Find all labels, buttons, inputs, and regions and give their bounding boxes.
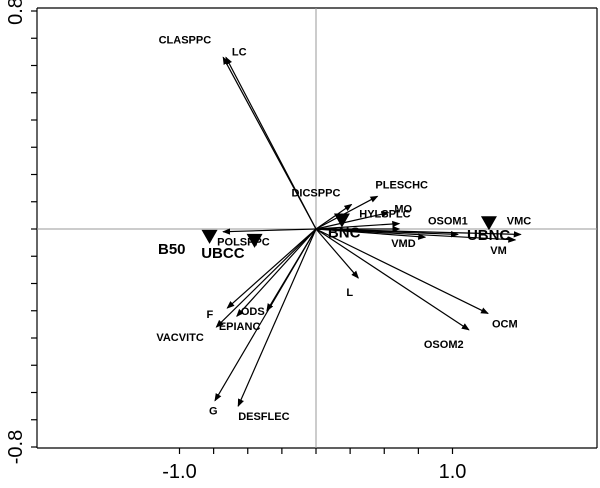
axis-tick-labels: -1.0 1.0 0.8 -0.8 — [5, 0, 466, 483]
arrow-lc — [225, 56, 317, 230]
site-marker-ubcc — [246, 233, 263, 248]
arrow-dicsppc — [315, 203, 353, 230]
label-lc: LC — [232, 46, 247, 58]
label-ods: ODS — [241, 306, 265, 318]
label-g: G — [209, 406, 218, 418]
arrow-polsppc — [222, 228, 317, 235]
variable-arrows — [214, 56, 522, 408]
arrow-ocm — [315, 228, 489, 315]
label-vacvitc: VACVITC — [156, 332, 204, 344]
site-label-b50: B50 — [158, 241, 186, 258]
y-tick-label: 0.8 — [5, 0, 27, 25]
arrow-hylsplc — [315, 220, 401, 230]
y-tick-label: -0.8 — [5, 430, 27, 464]
label-osom1: OSOM1 — [428, 215, 468, 227]
site-marker-ubnc — [480, 216, 497, 231]
site-label-bnc: BNC — [328, 224, 361, 241]
arrow-f — [226, 228, 317, 309]
arrow-vacvitc — [215, 228, 317, 328]
label-ocm: OCM — [492, 318, 518, 330]
label-epianc: EPIANC — [219, 321, 261, 333]
arrow-pleschc — [315, 195, 379, 230]
label-dicsppc: DICSPPC — [291, 187, 340, 199]
label-clasppc: CLASPPC — [159, 34, 212, 46]
plot-frame — [36, 7, 598, 449]
site-marker-b50 — [201, 229, 218, 244]
label-mo: MO — [394, 204, 412, 216]
label-f: F — [207, 309, 214, 321]
site-label-ubnc: UBNC — [467, 227, 510, 244]
arrow-vm — [315, 228, 517, 243]
arrow-osom2 — [315, 228, 470, 331]
label-osom2: OSOM2 — [424, 339, 464, 351]
label-vmd: VMD — [391, 238, 416, 250]
label-desflec: DESFLEC — [238, 411, 289, 423]
site-marker-bnc — [333, 213, 350, 228]
label-vmc: VMC — [507, 215, 532, 227]
axis-ticks — [31, 10, 454, 454]
arrow-epianc — [236, 228, 317, 317]
label-l: L — [346, 287, 353, 299]
arrow-mo — [315, 211, 390, 230]
arrow-l — [315, 228, 359, 279]
label-pleschc: PLESCHC — [375, 179, 428, 191]
arrow-g — [214, 228, 317, 402]
arrow-vmc — [315, 228, 522, 238]
x-tick-label: -1.0 — [162, 461, 196, 483]
label-hylsplc: HYLSPLC — [359, 209, 410, 221]
label-vm: VM — [490, 245, 507, 257]
site-label-ubcc: UBCC — [201, 245, 244, 262]
x-tick-label: 1.0 — [439, 461, 467, 483]
site-markers: B50 UBCC BNC UBNC — [158, 213, 510, 262]
arrow-desflec — [237, 228, 317, 408]
